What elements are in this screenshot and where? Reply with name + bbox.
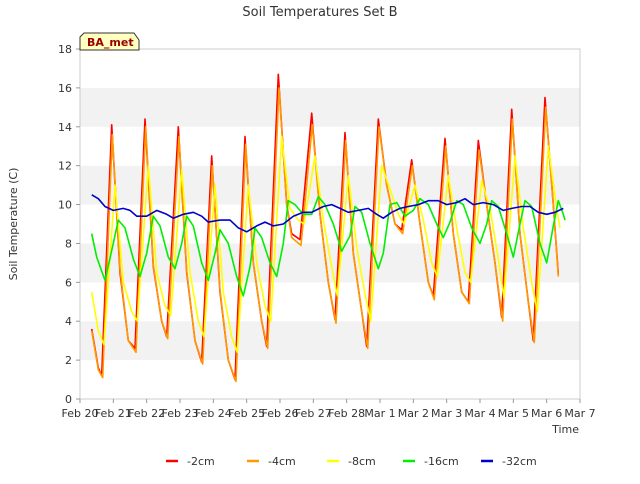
grid-band — [80, 321, 580, 361]
series-line-32cmcm — [91, 194, 564, 233]
site-badge: BA_met — [79, 32, 140, 51]
x-tick-label: Feb 22 — [128, 407, 165, 420]
grid-band — [80, 49, 580, 88]
y-tick-label: 12 — [58, 160, 72, 173]
y-axis-label: Soil Temperature (C) — [7, 168, 20, 281]
legend-label: -16cm — [424, 455, 459, 468]
series-line-4cmcm — [90, 87, 560, 383]
grid-band — [80, 165, 580, 205]
legend-label: -8cm — [348, 455, 376, 468]
series-line-8cmcm — [90, 135, 561, 354]
x-axis-label: Time — [551, 423, 579, 436]
legend-label: -32cm — [502, 455, 537, 468]
y-tick-label: 10 — [58, 199, 72, 212]
x-tick-label: Mar 5 — [498, 407, 529, 420]
y-tick-label: 0 — [65, 393, 72, 406]
y-tick-label: 18 — [58, 43, 72, 56]
x-tick-label: Feb 26 — [262, 407, 299, 420]
y-tick-label: 16 — [58, 82, 72, 95]
y-tick-label: 8 — [65, 237, 72, 250]
chart-title: Soil Temperatures Set B — [242, 5, 397, 20]
legend-label: -2cm — [187, 455, 215, 468]
site-badge-label: BA_met — [87, 36, 134, 49]
x-tick-label: Mar 1 — [364, 407, 395, 420]
legend: -2cm -4cm -8cm -16cm -32cm — [166, 455, 537, 468]
grid-band — [80, 360, 580, 399]
x-tick-label: Feb 23 — [162, 407, 199, 420]
x-tick-label: Mar 6 — [531, 407, 562, 420]
series-line-16cmcm — [90, 196, 566, 297]
y-tick-label: 4 — [65, 315, 72, 328]
x-tick-label: Mar 4 — [464, 407, 495, 420]
y-tick-label: 2 — [65, 354, 72, 367]
plot-area — [79, 48, 581, 400]
legend-label: -4cm — [268, 455, 296, 468]
grid-bands — [80, 49, 580, 399]
x-tick-label: Feb 21 — [95, 407, 132, 420]
x-tick-label: Mar 3 — [431, 407, 462, 420]
x-tick-label: Mar 7 — [564, 407, 595, 420]
x-tick-label: Feb 20 — [62, 407, 99, 420]
grid-band — [80, 87, 580, 127]
x-tick-label: Feb 27 — [295, 407, 332, 420]
grid-band — [80, 126, 580, 166]
y-tick-label: 14 — [58, 121, 72, 134]
y-tick-label: 6 — [65, 276, 72, 289]
x-tick-label: Feb 28 — [328, 407, 365, 420]
x-tick-label: Mar 2 — [398, 407, 429, 420]
series-lines — [90, 73, 566, 383]
x-tick-label: Feb 25 — [228, 407, 265, 420]
y-axis: 0 2 4 6 8 10 12 14 16 18 — [58, 43, 80, 406]
x-tick-label: Feb 24 — [195, 407, 232, 420]
